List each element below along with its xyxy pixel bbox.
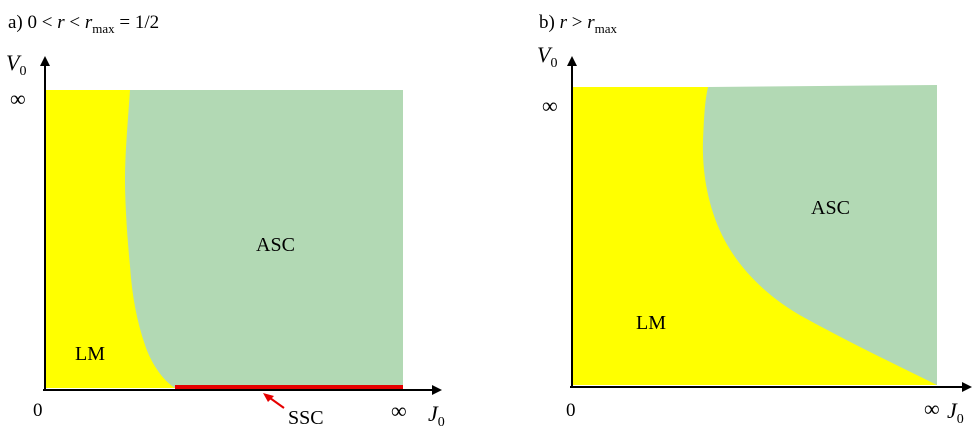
panel-b: b) r > rmax V0 ∞ 0 ∞ J0 LM ASC — [537, 12, 972, 427]
panel-b-x-zero: 0 — [566, 400, 576, 421]
panel-b-asc-label: ASC — [811, 197, 850, 219]
panel-a-asc-label: ASC — [256, 234, 295, 256]
panel-a-y-axis-label: V0 — [6, 50, 26, 79]
panel-b-caption: b) r > rmax — [539, 12, 617, 36]
panel-a-x-zero: 0 — [33, 400, 43, 421]
panel-a-ssc-label: SSC — [288, 407, 324, 429]
panel-a-caption: a) 0 < r < rmax = 1/2 — [8, 12, 159, 36]
panel-b-lm-label: LM — [636, 312, 666, 334]
panel-a-x-axis-label: J0 — [428, 401, 445, 430]
panel-b-y-infinity: ∞ — [542, 93, 558, 118]
panel-a-ssc-arrow-shaft — [269, 397, 285, 409]
panel-b-x-infinity: ∞ — [924, 396, 940, 421]
panel-a-y-infinity: ∞ — [10, 86, 26, 111]
panel-a-lm-label: LM — [75, 343, 105, 365]
panel-a-x-infinity: ∞ — [391, 398, 407, 423]
panel-a: a) 0 < r < rmax = 1/2 V0 ∞ 0 ∞ J0 LM ASC… — [6, 12, 445, 430]
panel-a-asc-region — [125, 90, 403, 388]
panel-b-y-axis-label: V0 — [537, 42, 557, 71]
panel-a-ssc-arrow-head — [263, 393, 274, 402]
panel-b-asc-region — [702, 85, 937, 385]
panel-b-x-axis-label: J0 — [947, 398, 964, 427]
